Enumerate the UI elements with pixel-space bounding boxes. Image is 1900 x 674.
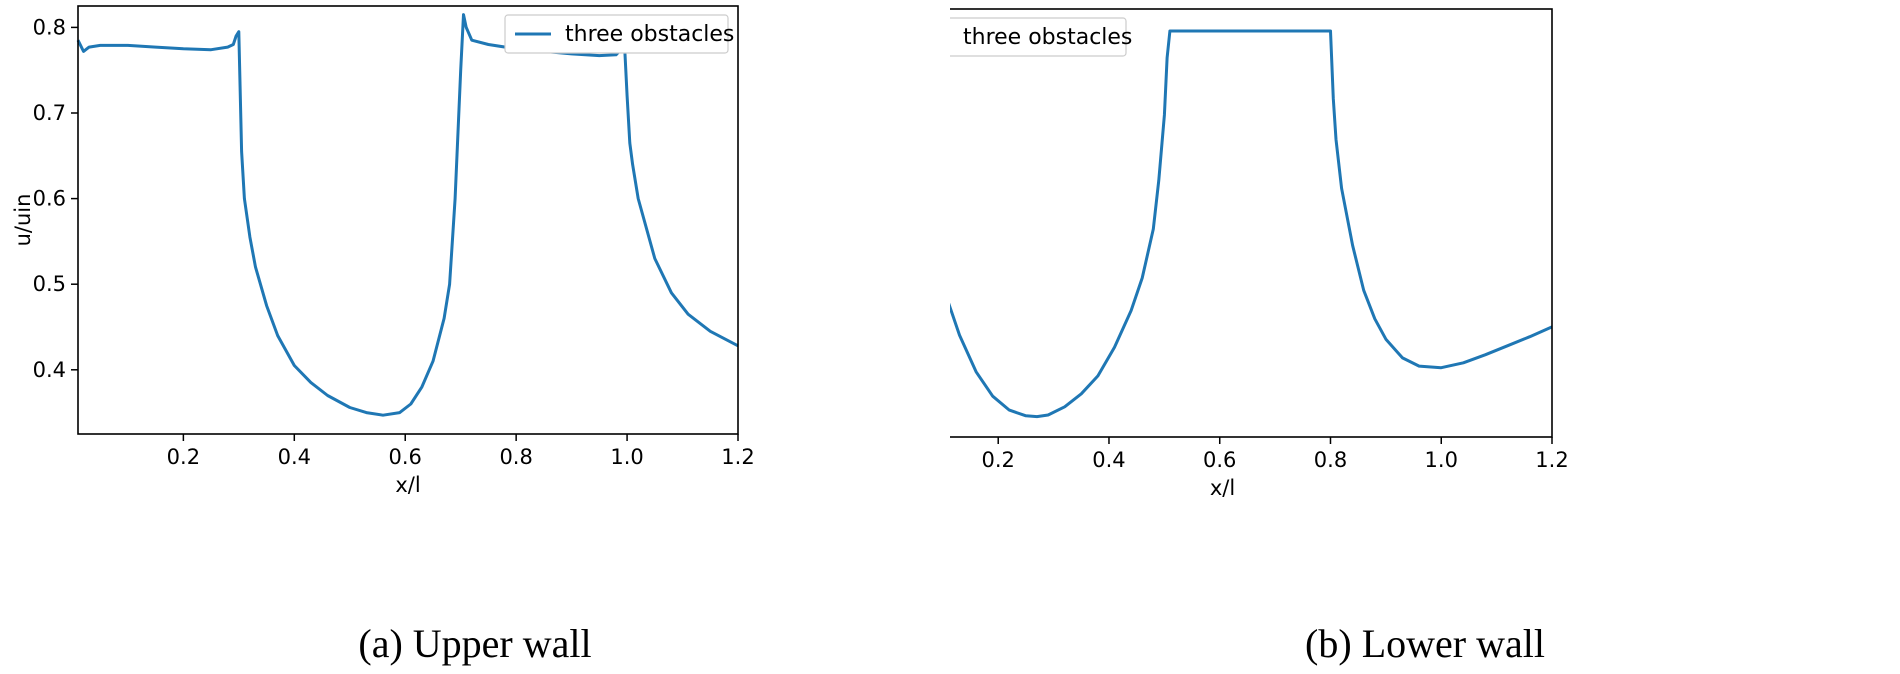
chart-panel-upper-wall: 0.2 0.4 0.6 0.8 1.0 1.2 0.4 0.5 0.6 0.7 0.8 x/l u/ui… <box>11 5 755 666</box>
y-tick-label: 0.6 <box>33 187 66 211</box>
x-tick-label: 0.6 <box>389 445 422 469</box>
x-tick-label: 1.0 <box>610 445 643 469</box>
plot-frame <box>950 8 1553 438</box>
x-tick-label: 1.2 <box>721 445 754 469</box>
x-axis-label: x/l <box>395 473 420 497</box>
x-tick-label: 1.0 <box>1425 448 1458 472</box>
plot-frame <box>77 5 739 435</box>
chart-lower-wall: 0.20.40.60.81.01.20.30.40.50.60.70.8x/lu… <box>950 8 1569 500</box>
y-axis-label: u/uin <box>11 194 35 247</box>
series-line-0 <box>950 29 1553 419</box>
x-tick-label: 1.2 <box>1535 448 1568 472</box>
x-tick-label: 0.4 <box>278 445 311 469</box>
legend-label: three obstacles <box>565 22 734 47</box>
x-tick-label: 0.2 <box>167 445 200 469</box>
x-axis-label: x/l <box>1210 476 1235 500</box>
x-tick-label: 0.6 <box>1203 448 1236 472</box>
series-line-0 <box>76 13 739 417</box>
caption-upper-wall: (a) Upper wall <box>358 621 592 666</box>
x-tick-label: 0.4 <box>1092 448 1125 472</box>
x-tick-label: 0.8 <box>499 445 532 469</box>
y-tick-label: 0.7 <box>33 101 66 125</box>
y-tick-label: 0.8 <box>33 15 66 39</box>
y-tick-label: 0.5 <box>33 272 66 296</box>
chart-panel-lower-wall: 0.20.40.60.81.01.20.30.40.50.60.70.8x/lu… <box>950 0 1900 674</box>
chart-upper-wall: 0.2 0.4 0.6 0.8 1.0 1.2 0.4 0.5 0.6 0.7 0.8 x/l u/ui… <box>11 5 755 497</box>
legend-label: three obstacles <box>963 25 1132 50</box>
y-tick-label: 0.4 <box>33 358 66 382</box>
x-tick-label: 0.2 <box>982 448 1015 472</box>
x-tick-label: 0.8 <box>1314 448 1347 472</box>
caption-lower-wall: (b) Lower wall <box>1305 621 1545 666</box>
legend-box <box>950 17 1127 57</box>
legend-box <box>504 14 729 54</box>
